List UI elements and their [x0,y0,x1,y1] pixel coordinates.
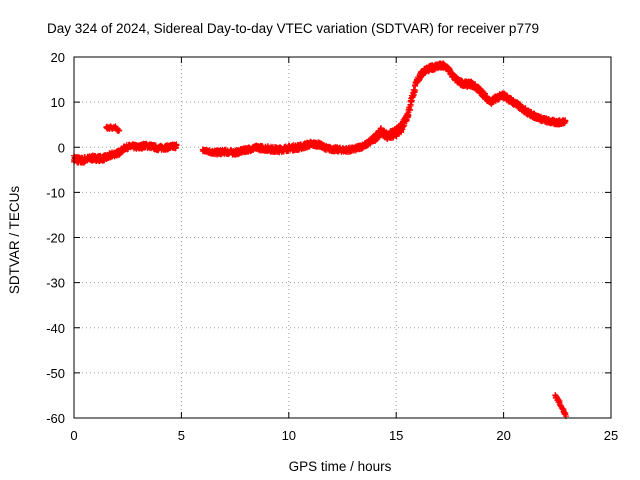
x-tick-label: 20 [496,428,510,443]
y-tick-label: -10 [46,185,65,200]
y-tick-label: -50 [46,366,65,381]
y-tick-label: -30 [46,276,65,291]
chart-title: Day 324 of 2024, Sidereal Day-to-day VTE… [47,21,539,36]
y-tick-label: -40 [46,321,65,336]
data-points [71,60,570,420]
data-point [406,106,413,113]
data-point [408,97,415,104]
data-point [116,127,123,134]
data-point [411,88,418,95]
y-tick-label: 20 [51,50,65,65]
tick-labels: 0 5 10 15 20 25 -60 -50 -40 -30 -20 -10 0 10 20 [46,50,618,443]
data-point [522,105,529,112]
y-tick-label: -60 [46,411,65,426]
data-point [173,141,180,148]
x-tick-label: 10 [282,428,296,443]
x-tick-label: 15 [389,428,403,443]
x-axis-label: GPS time / hours [289,459,392,474]
x-tick-label: 25 [604,428,618,443]
data-point [406,106,413,113]
data-point [412,87,419,94]
y-axis-label: SDTVAR / TECUs [7,186,22,295]
data-point [399,123,406,130]
y-tick-label: 10 [51,95,65,110]
y-tick-label: -20 [46,231,65,246]
x-tick-label: 0 [70,428,77,443]
x-tick-label: 5 [178,428,185,443]
y-tick-label: 0 [58,140,65,155]
data-point [562,118,569,125]
plot-frame [73,56,612,419]
